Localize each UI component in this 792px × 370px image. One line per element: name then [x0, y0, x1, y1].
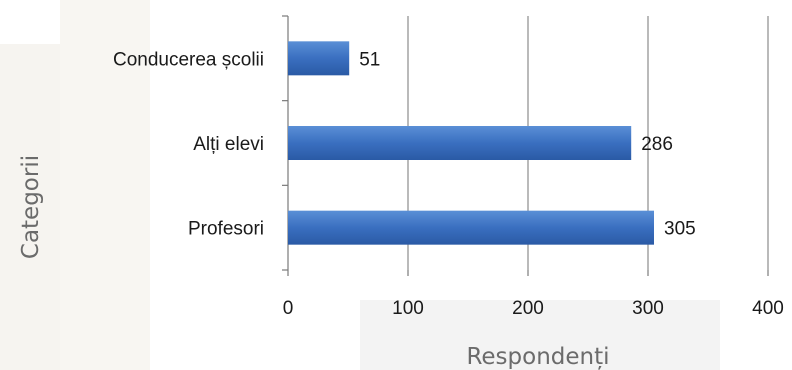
bar	[288, 126, 632, 160]
category-label: Alți elevi	[193, 134, 264, 155]
x-tick-label: 200	[512, 298, 544, 319]
x-axis-title: Respondenți	[466, 344, 609, 370]
bar	[288, 41, 350, 76]
data-label: 286	[641, 134, 673, 155]
y-axis-title: Categorii	[18, 155, 44, 259]
bar	[288, 210, 654, 245]
category-label: Profesori	[188, 219, 264, 240]
labels: 0 100 200 300 400 Conducerea școlii 51 Alți ele…	[113, 49, 784, 319]
x-tick-label: 300	[632, 298, 664, 319]
data-label: 51	[359, 49, 380, 70]
x-tick-label: 400	[752, 298, 784, 319]
x-tick-label: 100	[392, 298, 424, 319]
background-watermark	[0, 0, 720, 370]
bars	[288, 41, 654, 245]
category-label: Conducerea școlii	[113, 49, 264, 70]
data-label: 305	[664, 219, 696, 240]
x-tick-label: 0	[283, 298, 294, 319]
